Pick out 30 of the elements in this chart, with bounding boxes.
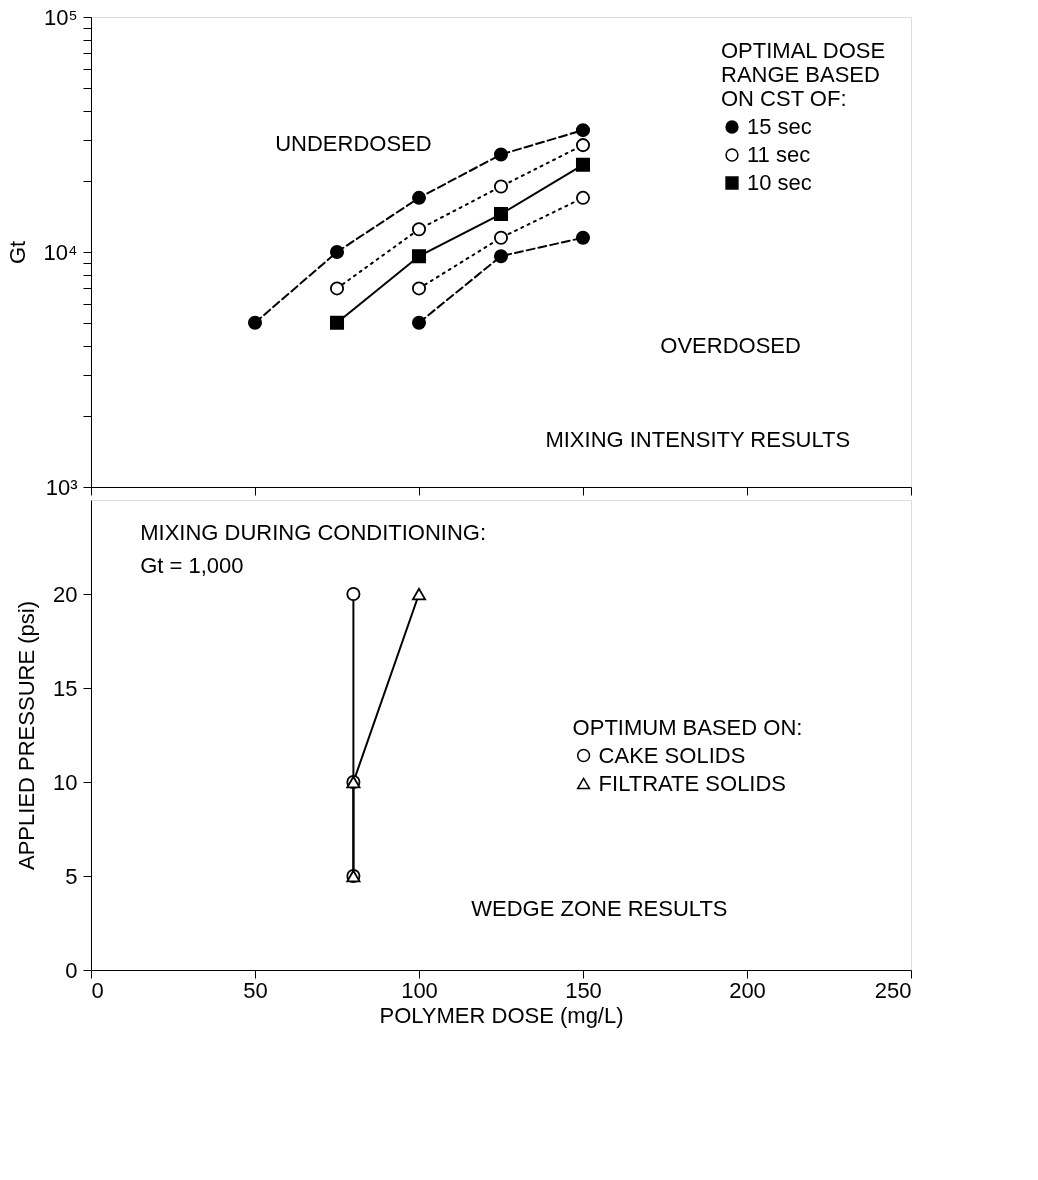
y-tick-label: 10 bbox=[53, 769, 78, 795]
x-tick-label: 200 bbox=[729, 977, 766, 1003]
annotation: MIXING INTENSITY RESULTS bbox=[545, 427, 851, 452]
x-tick-label: 50 bbox=[243, 977, 268, 1003]
legend-title: OPTIMAL DOSE RANGE BASED ON CST OF: bbox=[721, 38, 886, 111]
legend-label: 11 sec bbox=[747, 142, 811, 167]
y-axis-title: Gt bbox=[4, 240, 30, 265]
y-tick-label: 5 bbox=[65, 863, 78, 889]
legend-label: 10 sec bbox=[747, 170, 812, 195]
annotation: MIXING DURING CONDITIONING: bbox=[140, 519, 487, 545]
y-tick-label: 10³ bbox=[45, 474, 78, 500]
y-tick-label: 15 bbox=[53, 675, 78, 701]
y-tick-label: 20 bbox=[53, 581, 78, 607]
x-tick-label: 100 bbox=[401, 977, 438, 1003]
annotation: Gt = 1,000 bbox=[140, 552, 244, 578]
x-tick-label: 250 bbox=[874, 977, 912, 1003]
legend-title: OPTIMUM BASED ON: bbox=[572, 714, 803, 740]
annotation: OVERDOSED bbox=[660, 333, 801, 358]
legend-label: FILTRATE SOLIDS bbox=[598, 770, 787, 796]
y-tick-label: 10⁵ bbox=[43, 4, 78, 30]
x-axis-title: POLYMER DOSE (mg/L) bbox=[379, 1002, 624, 1028]
y-axis-title: APPLIED PRESSURE (psi) bbox=[14, 601, 40, 870]
legend-label: 15 sec bbox=[747, 114, 812, 139]
y-tick-label: 0 bbox=[65, 957, 78, 983]
annotation: UNDERDOSED bbox=[275, 130, 432, 156]
x-tick-label: 150 bbox=[565, 977, 602, 1003]
y-tick-label: 10⁴ bbox=[43, 239, 78, 265]
annotation: WEDGE ZONE RESULTS bbox=[471, 895, 728, 921]
x-tick-label: 0 bbox=[91, 977, 104, 1003]
legend-label: CAKE SOLIDS bbox=[598, 742, 746, 768]
